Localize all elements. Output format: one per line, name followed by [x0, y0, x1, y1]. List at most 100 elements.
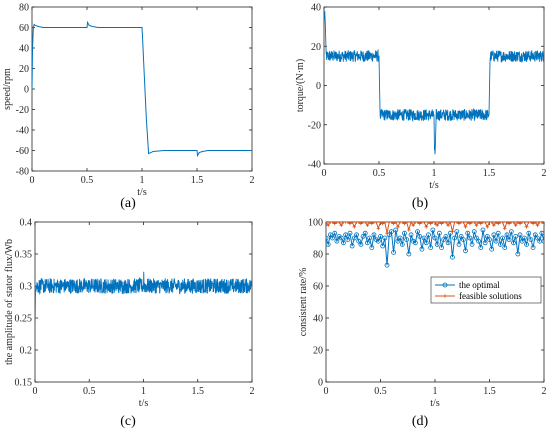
data-point: [515, 251, 521, 257]
data-point: [332, 222, 337, 226]
data-point: [408, 232, 414, 238]
x-axis-label: t/s: [429, 180, 439, 191]
data-point: [509, 222, 514, 224]
data-point: [354, 222, 359, 224]
data-point: [327, 232, 333, 238]
data-point: [354, 232, 359, 238]
data-point: [528, 237, 534, 243]
legend-box: [430, 276, 542, 304]
data-point: [343, 232, 349, 238]
x-tick-label: 0.5: [374, 386, 387, 397]
y-tick-label: -20: [308, 120, 321, 131]
data-point: [345, 237, 351, 243]
data-point: [492, 223, 496, 227]
data-point: [391, 249, 396, 255]
x-tick-label: 0.5: [81, 175, 94, 186]
data-point: [469, 241, 475, 247]
data-point: [441, 222, 446, 224]
data-point: [409, 222, 413, 224]
data-point: [431, 222, 435, 224]
data-point: [339, 223, 344, 227]
data-point: [519, 238, 525, 244]
data-point: [478, 245, 484, 251]
data-point: [435, 223, 439, 227]
y-tick-label: 80: [19, 3, 29, 14]
series-group: [32, 20, 252, 158]
data-point: [385, 231, 389, 235]
legend-marker: [443, 294, 447, 298]
y-tick-label: -20: [16, 105, 29, 116]
x-tick-label: 0.5: [373, 168, 386, 179]
y-tick-label: 20: [313, 346, 323, 357]
data-point: [426, 232, 431, 238]
x-tick-label: 1: [433, 386, 438, 397]
x-tick-label: 2: [250, 386, 255, 397]
data-point: [520, 222, 524, 224]
data-point: [500, 222, 505, 224]
data-point: [413, 222, 418, 224]
y-tick-label: 80: [313, 250, 323, 261]
data-point: [397, 235, 403, 241]
y-tick-label: 0.35: [15, 250, 33, 261]
data-point: [433, 222, 437, 224]
data-point: [505, 222, 509, 224]
legend-label: the optimal: [459, 280, 500, 290]
panel-caption: (d): [412, 414, 429, 429]
x-tick-label: 1.5: [483, 168, 496, 179]
data-point: [535, 235, 540, 241]
y-axis-label: the amplitude of stator flux/Wb: [4, 239, 15, 365]
data-point: [396, 225, 400, 229]
x-tick-label: 0: [322, 168, 327, 179]
data-point: [372, 222, 376, 224]
y-tick-label: -40: [308, 160, 321, 171]
y-tick-label: 40: [19, 44, 29, 55]
x-tick-label: 1.5: [191, 175, 204, 186]
data-point: [417, 222, 422, 226]
data-point: [362, 230, 368, 236]
y-tick-label: 0: [24, 85, 29, 96]
data-point: [531, 222, 535, 226]
series-group: [326, 222, 544, 268]
data-point: [535, 223, 540, 227]
x-tick-label: 0: [33, 386, 38, 397]
data-point: [511, 240, 516, 246]
data-point: [504, 232, 510, 238]
data-point: [452, 222, 457, 224]
x-tick-label: 1.5: [192, 386, 205, 397]
data-point: [518, 222, 522, 226]
y-tick-label: 100: [308, 218, 323, 229]
data-point: [330, 235, 335, 241]
data-point: [496, 222, 501, 226]
y-tick-label: 0: [318, 378, 323, 389]
y-tick-label: 0.4: [20, 218, 33, 229]
data-point: [415, 222, 420, 224]
data-point: [541, 238, 544, 244]
data-point: [328, 222, 333, 224]
x-axis-label: t/s: [139, 398, 149, 409]
data-point: [497, 241, 503, 247]
data-point: [352, 225, 357, 229]
plot-frame: [34, 221, 253, 383]
data-point: [402, 222, 407, 226]
data-point: [452, 235, 458, 241]
data-point: [437, 222, 442, 224]
data-point: [489, 222, 494, 224]
data-point: [334, 238, 340, 244]
data-point: [487, 237, 492, 243]
data-point: [532, 232, 538, 238]
data-point: [524, 225, 529, 229]
y-axis-label: torque/(N·m): [295, 59, 306, 112]
data-point: [540, 222, 544, 224]
series-group: [35, 271, 252, 331]
x-tick-label: 2: [542, 168, 547, 179]
data-point: [443, 233, 449, 239]
data-point: [444, 222, 448, 224]
data-point: [502, 226, 507, 231]
data-point: [375, 238, 381, 244]
data-point: [350, 222, 354, 224]
legend-label: feasible solutions: [459, 291, 522, 301]
data-point: [423, 240, 429, 246]
data-point: [349, 243, 355, 249]
